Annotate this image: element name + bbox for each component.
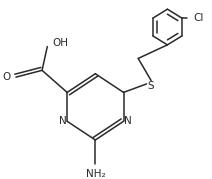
- Text: N: N: [124, 116, 132, 126]
- Text: N: N: [59, 116, 67, 126]
- Text: NH₂: NH₂: [85, 169, 105, 179]
- Text: S: S: [148, 81, 155, 91]
- Text: OH: OH: [53, 38, 68, 48]
- Text: O: O: [3, 72, 11, 82]
- Text: Cl: Cl: [193, 13, 204, 23]
